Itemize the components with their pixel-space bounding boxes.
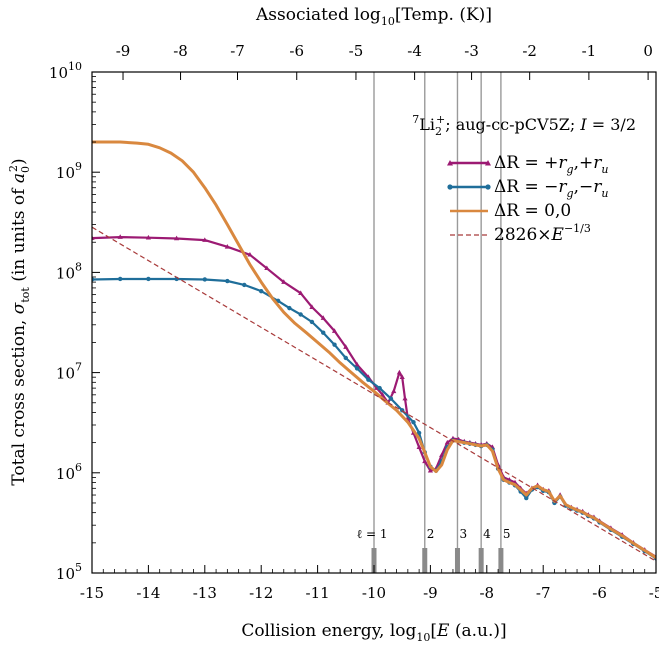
series-point (411, 419, 416, 425)
series-point (388, 396, 394, 401)
series-point (343, 344, 349, 349)
series-point (146, 276, 151, 282)
threshold-label: 4 (483, 527, 491, 541)
top-x-tick-label: -3 (464, 42, 479, 60)
x-tick-label: -14 (136, 584, 160, 602)
series-point (145, 234, 151, 240)
legend-label: 2826×E−1/3 (494, 222, 591, 245)
legend-label: ΔR = 0,0 (494, 201, 571, 221)
series-point (298, 290, 304, 296)
legend-label: ΔR = +rg,+ru (494, 153, 608, 176)
series-point (354, 361, 360, 367)
top-x-tick-label: -7 (230, 42, 245, 60)
top-x-tick-label: -2 (522, 42, 537, 60)
x-tick-label: -12 (249, 584, 273, 602)
series-line (92, 226, 656, 562)
top-x-tick-label: 0 (643, 42, 653, 60)
legend-marker (485, 160, 491, 166)
x-tick-label: -7 (536, 584, 551, 602)
chart-annotation: 7Li2+; aug-cc-pCV5Z; I = 3/2 (412, 113, 636, 138)
series-point (354, 366, 360, 371)
top-x-axis-title: Associated log10[Temp. (K)] (255, 5, 492, 28)
series-point (202, 237, 208, 242)
top-x-tick-label: -5 (349, 42, 364, 60)
series-point (309, 304, 315, 309)
threshold-marker (498, 548, 504, 573)
series-point (264, 265, 270, 271)
y-tick-label: 106 (56, 461, 82, 483)
x-tick-label: -5 (649, 584, 659, 602)
series-point (259, 288, 264, 294)
y-tick-label: 109 (56, 160, 82, 182)
series-point (202, 277, 207, 282)
threshold-marker (454, 548, 460, 573)
series-point (444, 439, 450, 445)
series-point (396, 369, 402, 375)
series-point (331, 328, 338, 333)
series-point (298, 312, 303, 317)
legend-marker (485, 184, 491, 190)
threshold-marker (371, 548, 377, 573)
series-point (242, 282, 247, 288)
series-point (332, 342, 337, 347)
series-point (343, 355, 348, 361)
series-point (391, 388, 397, 394)
x-tick-label: -15 (80, 584, 104, 602)
legend-label: ΔR = −rg,−ru (494, 177, 608, 200)
threshold-label: 5 (503, 527, 511, 541)
series-point (174, 235, 180, 241)
series-point (224, 244, 230, 249)
y-axis-title: Total cross section, σtot (in units of a… (7, 158, 32, 485)
threshold-label: 2 (427, 527, 435, 541)
series-point (524, 495, 529, 501)
series-point (287, 305, 292, 311)
threshold-label: 3 (459, 527, 467, 541)
y-tick-label: 1010 (49, 60, 82, 82)
x-tick-label: -9 (423, 584, 438, 602)
series-point (366, 377, 371, 382)
threshold-label: ℓ = 1 (356, 527, 387, 541)
top-x-tick-label: -9 (116, 42, 131, 60)
x-tick-label: -8 (479, 584, 494, 602)
series-point (247, 251, 253, 257)
series-point (225, 278, 230, 284)
series-point (427, 467, 433, 473)
series-point (402, 395, 408, 401)
threshold-marker (478, 548, 484, 573)
x-axis-title: Collision energy, log10[E (a.u.)] (241, 621, 506, 644)
series-point (92, 235, 95, 240)
series-point (320, 315, 326, 320)
series-point (321, 330, 326, 335)
top-x-tick-label: -8 (173, 42, 188, 60)
y-tick-label: 105 (56, 561, 82, 583)
series-point (117, 234, 123, 239)
top-x-tick-label: -4 (407, 42, 422, 60)
x-tick-label: -13 (193, 584, 217, 602)
top-x-tick-label: -1 (582, 42, 597, 60)
series-point (377, 385, 382, 391)
x-tick-label: -11 (306, 584, 330, 602)
series-point (118, 276, 123, 282)
legend-marker (447, 160, 453, 166)
series-point (422, 458, 428, 464)
top-x-tick-label: -6 (289, 42, 304, 60)
series-point (379, 392, 386, 397)
series-point (309, 319, 315, 325)
series-point (399, 374, 405, 379)
series-point (416, 430, 422, 436)
series-line (92, 140, 656, 559)
y-tick-label: 108 (56, 260, 82, 282)
threshold-marker (422, 548, 428, 573)
series-point (281, 279, 287, 284)
series-group (92, 140, 656, 562)
y-tick-label: 107 (56, 361, 82, 383)
x-tick-label: -6 (592, 584, 607, 602)
series-point (416, 444, 422, 450)
axis-ticks: -15 -14 -13 -12 -11 -10 -9 -8 -7 -6 -5-9 -8 -7 -6 -5 -4… (49, 42, 659, 602)
x-tick-label: -10 (362, 584, 386, 602)
legend-marker (447, 184, 453, 190)
